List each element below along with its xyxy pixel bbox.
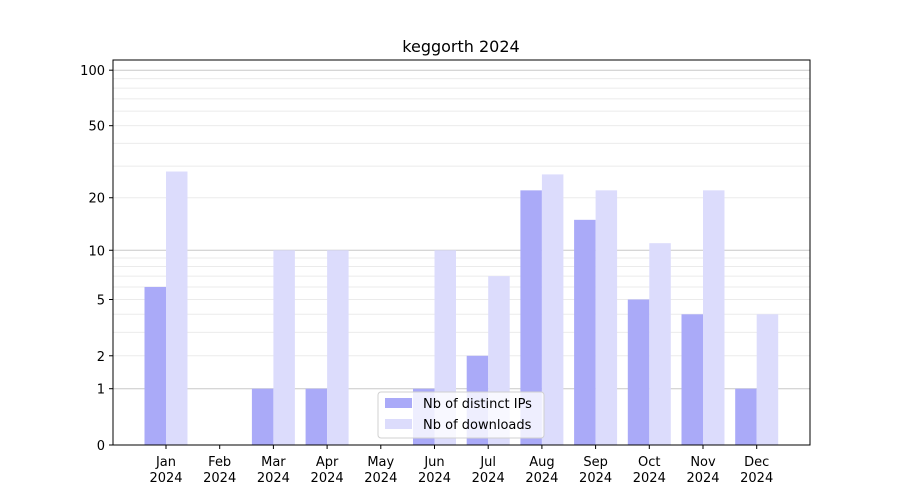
bar-distinct-ips [305,388,328,445]
x-tick-label-month: Oct [638,455,660,470]
bar-downloads [703,190,725,445]
x-tick-label-month: Dec [744,455,769,470]
bar-downloads [595,190,618,445]
x-tick-label-month: Jan [155,455,176,470]
bar-downloads [166,171,188,446]
x-tick-label-year: 2024 [579,471,612,486]
bar-distinct-ips [681,314,703,445]
legend-label: Nb of downloads [423,418,532,433]
y-tick-label: 10 [88,244,105,259]
x-tick-label-year: 2024 [472,471,505,486]
x-tick-label-year: 2024 [257,471,290,486]
y-tick-label: 2 [97,350,105,365]
x-tick-label-year: 2024 [364,471,397,486]
bar-distinct-ips [627,299,650,445]
bar-distinct-ips [144,286,166,445]
bar-downloads [273,250,295,445]
x-tick-label-month: Apr [316,455,339,470]
bar-distinct-ips [735,388,757,445]
y-tick-label: 1 [97,383,105,398]
chart-title: keggorth 2024 [402,37,519,56]
legend: Nb of distinct IPs Nb of downloads [377,391,545,439]
y-tick-label: 0 [97,439,105,454]
bar-distinct-ips [574,219,596,445]
x-tick-label-month: Feb [208,455,231,470]
x-tick-label-month: Sep [583,455,608,470]
legend-swatch [385,398,412,408]
bar-downloads [756,314,779,445]
y-tick-label: 100 [80,64,105,79]
bar-distinct-ips [520,190,542,445]
y-axis: 0 1 2 5 10 20 50 100 [80,64,113,454]
bar-downloads [327,250,349,445]
y-tick-label: 5 [97,293,105,308]
bars [144,171,779,446]
legend-swatch [385,419,412,429]
axes-frame [112,59,811,446]
x-tick-label-year: 2024 [311,471,344,486]
x-tick-label-month: May [367,455,394,470]
x-tick-label-year: 2024 [203,471,236,486]
x-tick-label-month: Nov [690,455,716,470]
x-tick-label-month: Aug [529,455,554,470]
x-tick-label-month: Jun [423,455,444,470]
x-tick-label-year: 2024 [418,471,451,486]
x-tick-label-year: 2024 [686,471,719,486]
grid-lines [113,69,810,390]
bar-downloads [541,174,564,445]
y-tick-label: 20 [88,192,105,207]
bar-distinct-ips [251,388,274,445]
x-tick-label-year: 2024 [149,471,182,486]
x-tick-label-year: 2024 [633,471,666,486]
x-tick-label-year: 2024 [740,471,773,486]
x-tick-label-month: Mar [261,455,286,470]
bar-downloads [649,243,671,445]
x-tick-label-year: 2024 [525,471,558,486]
legend-label: Nb of distinct IPs [423,397,532,412]
legend-box [377,391,545,439]
x-axis: Jan2024Feb2024Mar2024Apr2024May2024Jun20… [149,445,773,486]
x-tick-label-month: Jul [479,455,496,470]
y-tick-label: 50 [88,120,105,135]
